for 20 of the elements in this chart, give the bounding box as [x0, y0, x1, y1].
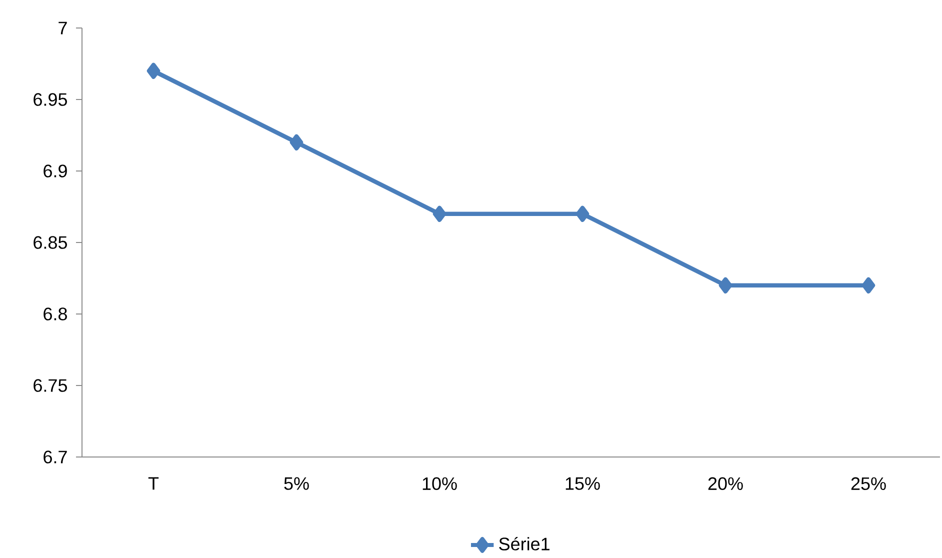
x-tick-label: 10%: [422, 477, 457, 490]
x-tick-label: 15%: [566, 477, 600, 490]
y-tick-label: 6.7: [44, 450, 67, 464]
y-tick-label: 6.95: [34, 93, 67, 106]
x-tick-label: 5%: [284, 477, 309, 490]
point: [718, 277, 732, 294]
y-tick-label: 6.8: [44, 308, 67, 320]
legend-label: Série1: [499, 536, 550, 550]
point: [576, 206, 590, 222]
y-tick-label: 6.75: [34, 379, 67, 392]
point: [862, 277, 876, 294]
y-tick-label: 6.85: [34, 236, 67, 249]
y-tick-label: 6.9: [44, 164, 67, 178]
point: [146, 62, 160, 79]
x-tick-label: T: [148, 477, 159, 490]
point: [290, 134, 304, 150]
x-tick-label: 25%: [851, 477, 886, 490]
point: [432, 206, 446, 222]
x-tick-label: 20%: [708, 477, 743, 490]
y-tick-label: 7: [58, 22, 67, 34]
